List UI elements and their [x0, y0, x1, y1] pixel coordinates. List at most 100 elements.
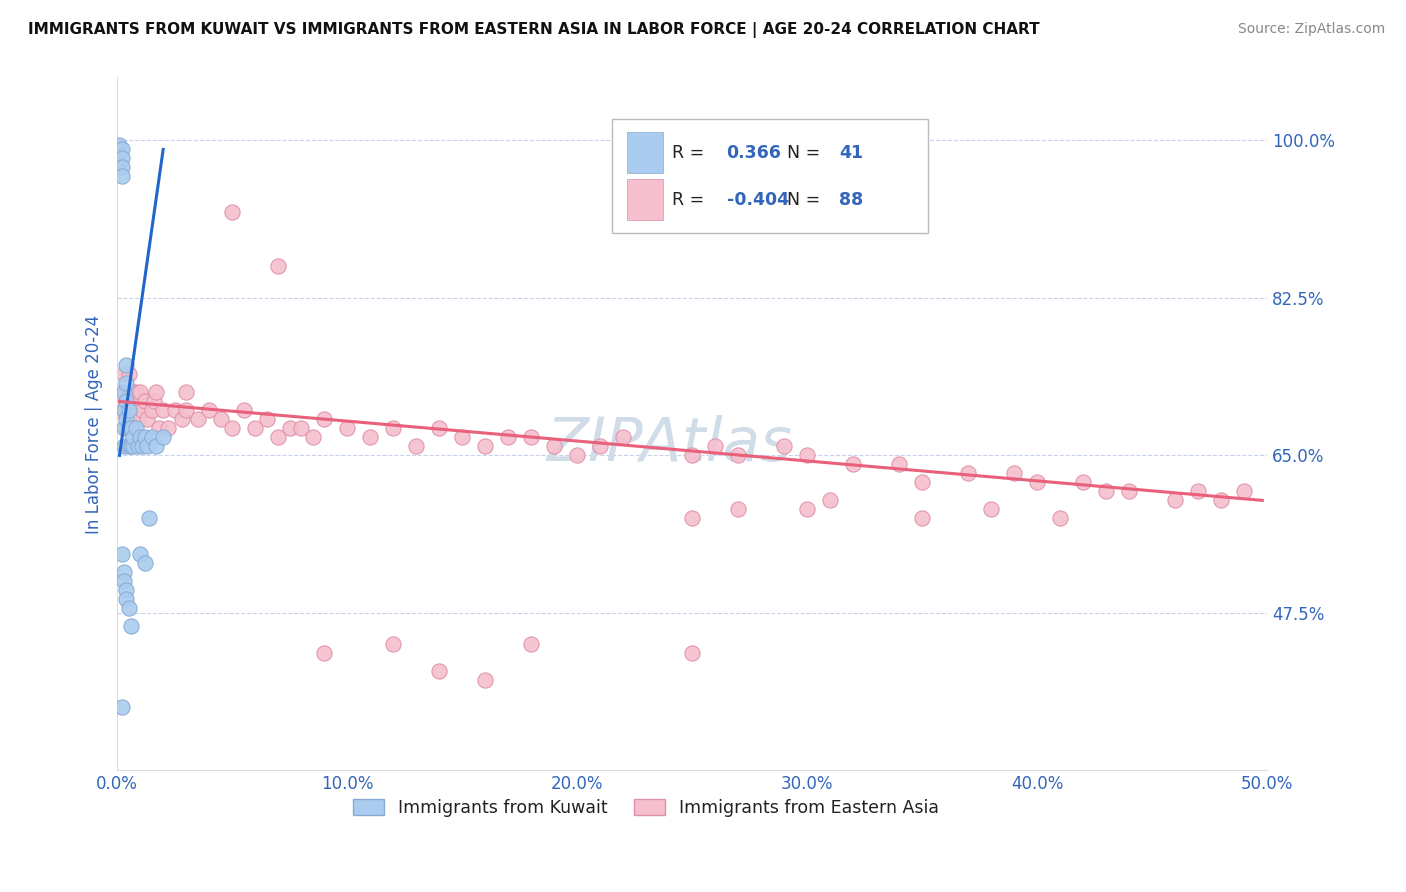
- Point: [314, 412, 336, 426]
- Point: [131, 439, 153, 453]
- Point: [118, 412, 141, 426]
- Point: [1026, 475, 1049, 490]
- Point: [115, 376, 138, 391]
- Point: [565, 449, 588, 463]
- Point: [122, 430, 145, 444]
- Point: [111, 385, 134, 400]
- Point: [120, 439, 142, 453]
- Point: [163, 403, 186, 417]
- Point: [134, 557, 156, 571]
- Legend: Immigrants from Kuwait, Immigrants from Eastern Asia: Immigrants from Kuwait, Immigrants from …: [346, 792, 946, 824]
- Point: [174, 385, 197, 400]
- Point: [681, 646, 703, 660]
- Point: [131, 403, 153, 417]
- Point: [1002, 467, 1025, 481]
- Point: [704, 439, 727, 453]
- Text: 41: 41: [839, 144, 863, 161]
- Point: [956, 467, 979, 481]
- Point: [336, 421, 359, 435]
- Point: [129, 394, 152, 409]
- Point: [108, 403, 131, 417]
- Point: [134, 430, 156, 444]
- Point: [152, 403, 174, 417]
- Point: [115, 394, 138, 409]
- Point: [187, 412, 209, 426]
- Point: [156, 421, 179, 435]
- Point: [112, 566, 135, 580]
- Point: [818, 493, 841, 508]
- Point: [112, 403, 135, 417]
- Point: [122, 421, 145, 435]
- Point: [359, 430, 381, 444]
- Point: [129, 547, 152, 561]
- Point: [232, 403, 254, 417]
- Point: [111, 161, 134, 175]
- Point: [520, 430, 543, 444]
- Point: [1187, 484, 1209, 499]
- Point: [124, 385, 146, 400]
- Point: [174, 403, 197, 417]
- Point: [118, 385, 141, 400]
- Text: Source: ZipAtlas.com: Source: ZipAtlas.com: [1237, 22, 1385, 37]
- Point: [148, 421, 170, 435]
- Point: [301, 430, 323, 444]
- Point: [120, 421, 142, 435]
- Point: [108, 137, 131, 152]
- Point: [267, 260, 290, 274]
- Point: [127, 412, 149, 426]
- Point: [980, 502, 1002, 516]
- Point: [112, 368, 135, 382]
- Point: [118, 403, 141, 417]
- Point: [122, 385, 145, 400]
- Point: [1164, 493, 1187, 508]
- Text: IMMIGRANTS FROM KUWAIT VS IMMIGRANTS FROM EASTERN ASIA IN LABOR FORCE | AGE 20-2: IMMIGRANTS FROM KUWAIT VS IMMIGRANTS FRO…: [28, 22, 1040, 38]
- Text: 0.366: 0.366: [727, 144, 782, 161]
- Point: [1209, 493, 1232, 508]
- Text: ZIPAtlas: ZIPAtlas: [546, 415, 792, 475]
- Text: N =: N =: [787, 191, 827, 209]
- Point: [122, 439, 145, 453]
- Point: [427, 421, 450, 435]
- Point: [1118, 484, 1140, 499]
- Point: [124, 421, 146, 435]
- Point: [111, 700, 134, 714]
- Point: [1095, 484, 1118, 499]
- Point: [120, 619, 142, 633]
- Point: [612, 430, 634, 444]
- Point: [796, 502, 818, 516]
- Point: [136, 412, 159, 426]
- Point: [256, 412, 278, 426]
- Point: [209, 412, 232, 426]
- Point: [221, 421, 243, 435]
- Point: [112, 385, 135, 400]
- Point: [474, 439, 496, 453]
- Point: [115, 394, 138, 409]
- Point: [118, 421, 141, 435]
- Point: [520, 637, 543, 651]
- Point: [129, 430, 152, 444]
- Point: [170, 412, 193, 426]
- Point: [405, 439, 427, 453]
- Point: [124, 403, 146, 417]
- FancyBboxPatch shape: [612, 119, 928, 234]
- Point: [314, 646, 336, 660]
- Point: [451, 430, 474, 444]
- Point: [115, 421, 138, 435]
- Point: [108, 156, 131, 170]
- Point: [496, 430, 519, 444]
- Point: [118, 439, 141, 453]
- Point: [911, 475, 934, 490]
- Point: [111, 143, 134, 157]
- Text: N =: N =: [787, 144, 827, 161]
- Point: [118, 368, 141, 382]
- Point: [120, 403, 142, 417]
- Point: [115, 412, 138, 426]
- Point: [243, 421, 266, 435]
- Point: [129, 385, 152, 400]
- Point: [681, 511, 703, 525]
- Point: [267, 430, 290, 444]
- Point: [111, 152, 134, 166]
- Point: [773, 439, 796, 453]
- Point: [115, 583, 138, 598]
- Point: [141, 430, 163, 444]
